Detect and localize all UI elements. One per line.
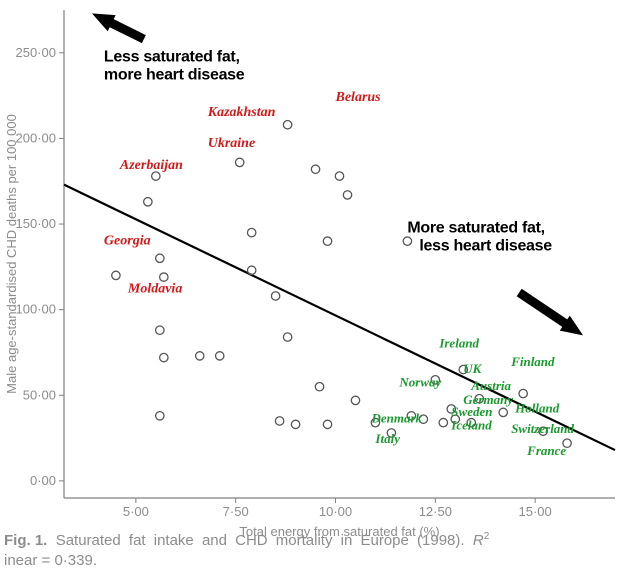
annotation-right-2: less heart disease bbox=[419, 238, 552, 255]
country-label-red: Ukraine bbox=[208, 136, 255, 151]
country-label-green: UK bbox=[463, 361, 482, 376]
data-point bbox=[216, 352, 224, 360]
data-point bbox=[156, 254, 164, 262]
annotation-topleft-1: Less saturated fat, bbox=[104, 48, 240, 65]
y-tick-label: 50·00 bbox=[23, 387, 56, 402]
country-label-red: Belarus bbox=[335, 90, 382, 105]
caption-body: Saturated fat intake and CHD mortality i… bbox=[56, 532, 465, 549]
caption-stat-eq: = 0·339. bbox=[42, 552, 97, 569]
y-tick-label: 200·00 bbox=[16, 130, 56, 145]
data-point bbox=[271, 292, 279, 300]
data-point bbox=[235, 158, 243, 166]
data-point bbox=[439, 418, 447, 426]
country-label-red: Moldavia bbox=[127, 282, 182, 297]
data-point bbox=[247, 266, 255, 274]
data-point bbox=[335, 172, 343, 180]
data-point bbox=[403, 237, 411, 245]
country-label-green: Iceland bbox=[450, 418, 492, 433]
caption-stat-sup: 2 bbox=[484, 531, 490, 542]
data-point bbox=[323, 420, 331, 428]
data-point bbox=[311, 165, 319, 173]
data-point bbox=[112, 271, 120, 279]
data-point bbox=[196, 352, 204, 360]
x-tick-label: 12·50 bbox=[419, 504, 452, 519]
annotation-right-1: More saturated fat, bbox=[407, 220, 544, 237]
y-tick-label: 250·00 bbox=[16, 45, 56, 60]
data-point bbox=[160, 273, 168, 281]
caption-line2-prefix: inear bbox=[4, 552, 37, 569]
x-tick-label: 7·50 bbox=[223, 504, 249, 519]
country-label-green: France bbox=[526, 443, 566, 458]
data-point bbox=[351, 396, 359, 404]
caption-prefix: Fig. 1. bbox=[4, 532, 47, 549]
country-label-green: Denmark bbox=[370, 411, 422, 426]
data-point bbox=[160, 353, 168, 361]
data-point bbox=[315, 383, 323, 391]
data-point bbox=[323, 237, 331, 245]
data-point bbox=[283, 121, 291, 129]
data-point bbox=[519, 389, 527, 397]
y-axis-label: Male age-standardised CHD deaths per 100… bbox=[4, 114, 19, 394]
arrow-right-icon bbox=[517, 289, 583, 336]
country-label-green: Holland bbox=[514, 400, 560, 415]
country-label-green: Finland bbox=[510, 354, 555, 369]
y-tick-label: 0·00 bbox=[30, 473, 56, 488]
data-point bbox=[499, 408, 507, 416]
data-point bbox=[156, 412, 164, 420]
y-tick-label: 150·00 bbox=[16, 216, 56, 231]
country-label-red: Azerbaijan bbox=[119, 158, 183, 173]
data-point bbox=[291, 420, 299, 428]
caption-stat-label: R bbox=[473, 532, 484, 549]
annotation-topleft-2: more heart disease bbox=[104, 66, 245, 83]
data-point bbox=[144, 198, 152, 206]
x-tick-label: 5·00 bbox=[123, 504, 149, 519]
scatter-chart: 0·00 50·00 100·00 150·00 200·00 250·00 5·00 7·5… bbox=[0, 0, 629, 577]
data-point bbox=[156, 326, 164, 334]
country-label-green: Norway bbox=[398, 375, 441, 390]
figure-caption: Fig. 1. Saturated fat intake and CHD mor… bbox=[0, 530, 629, 572]
chart-svg: 0·00 50·00 100·00 150·00 200·00 250·00 5·00 7·5… bbox=[0, 0, 629, 577]
y-tick-label: 100·00 bbox=[16, 302, 56, 317]
x-tick-label: 15·00 bbox=[519, 504, 552, 519]
country-label-green: Ireland bbox=[438, 335, 479, 350]
data-point bbox=[343, 191, 351, 199]
data-point bbox=[283, 333, 291, 341]
country-label-red: Kazakhstan bbox=[207, 105, 276, 120]
data-point bbox=[275, 417, 283, 425]
arrow-topleft-icon bbox=[92, 13, 146, 43]
data-point bbox=[247, 228, 255, 236]
country-label-red: Georgia bbox=[104, 234, 151, 249]
x-tick-label: 10·00 bbox=[319, 504, 352, 519]
country-label-green: Italy bbox=[374, 431, 400, 446]
country-label-green: Switzerland bbox=[511, 421, 574, 436]
